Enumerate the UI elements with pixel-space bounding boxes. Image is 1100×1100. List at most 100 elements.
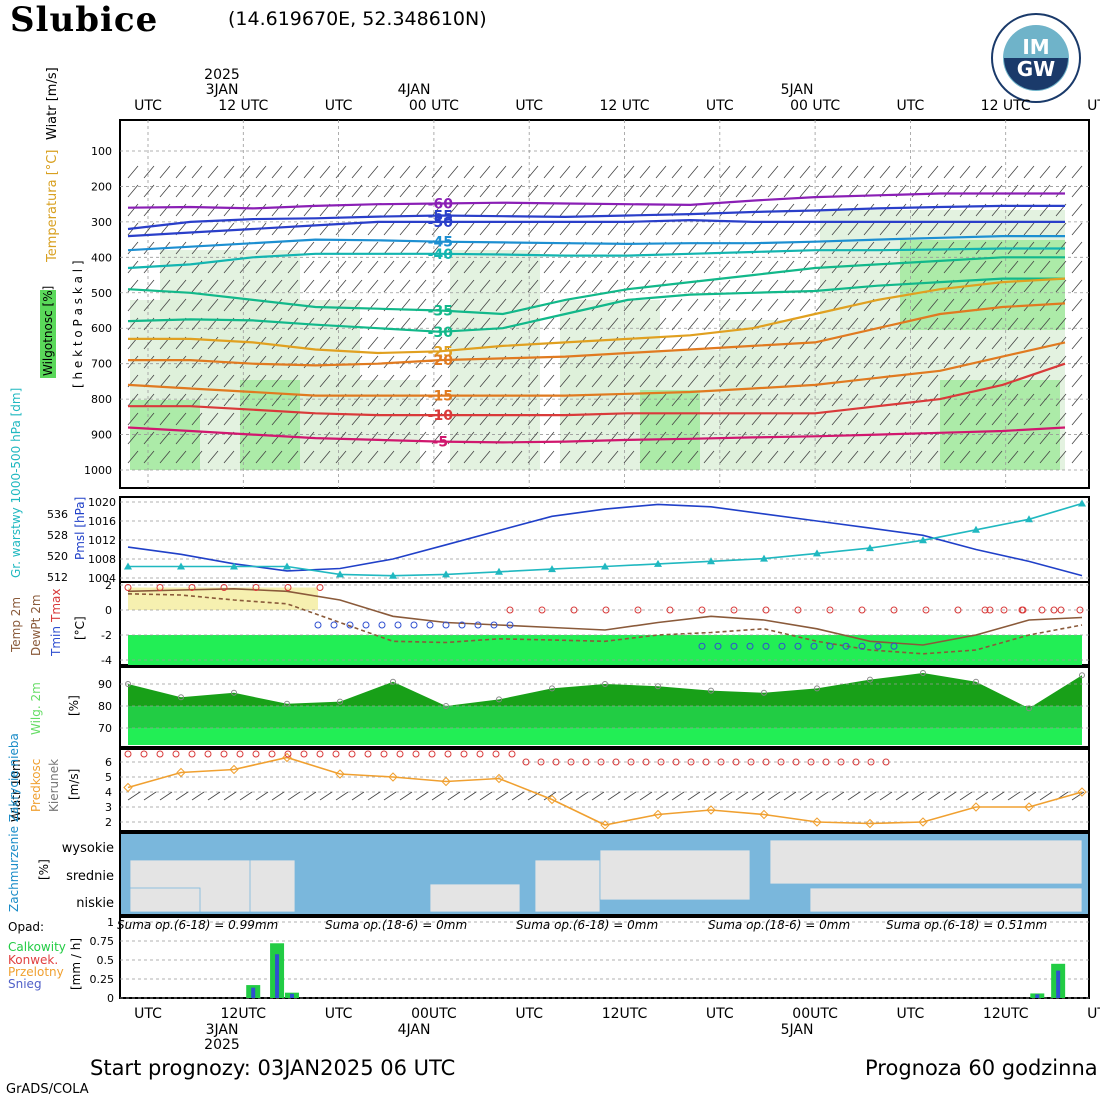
wind-barb <box>447 336 459 350</box>
tmin-marker <box>506 621 514 629</box>
wind-barb <box>143 355 155 369</box>
isotherm-line <box>128 277 1066 355</box>
wind-barb <box>879 791 893 801</box>
wind-barb <box>831 374 843 388</box>
wind-barb <box>847 260 859 274</box>
isotherm-label: -45 <box>428 235 453 251</box>
wind-barb <box>735 412 747 426</box>
wind-barb <box>735 279 747 293</box>
pressure-tick-label: 800 <box>91 393 112 406</box>
tmin-marker <box>698 642 706 650</box>
wind-barb <box>751 336 763 350</box>
wind-barb <box>639 393 651 407</box>
wind-barb <box>671 393 683 407</box>
wind-barb <box>799 317 811 331</box>
wind-barb <box>1071 298 1083 312</box>
tmin-marker <box>778 642 786 650</box>
wind-barb <box>143 298 155 312</box>
cloud-block <box>129 887 201 913</box>
thickness-marker <box>601 562 609 570</box>
wind-barb <box>767 374 779 388</box>
wind-barb <box>751 791 765 801</box>
wind-barb <box>191 450 203 464</box>
wind-barb <box>943 184 955 198</box>
isotherm-line <box>127 218 1065 238</box>
wind-barb <box>911 412 923 426</box>
wind-barb <box>751 450 763 464</box>
wind-barb <box>671 355 683 369</box>
wind-barb <box>543 317 555 331</box>
wind-barb <box>943 260 955 274</box>
wind-barb <box>799 450 811 464</box>
tmax-marker <box>954 606 962 614</box>
wind-barb <box>1055 184 1067 198</box>
wind-barb <box>687 393 699 407</box>
wind-barb <box>607 260 619 274</box>
wind-barb <box>879 393 891 407</box>
thickness-marker <box>813 549 821 557</box>
wind-barb <box>399 241 411 255</box>
cloud-block <box>534 859 601 913</box>
wind-barb <box>559 222 571 236</box>
tmax-marker <box>826 606 834 614</box>
wind-barb <box>975 393 987 407</box>
gust-marker <box>140 750 148 758</box>
wind-barb <box>927 298 939 312</box>
gust-marker <box>717 758 725 766</box>
wind-barb <box>767 412 779 426</box>
logo-text-bottom: GW <box>1017 57 1055 81</box>
isotherm-line <box>128 302 1066 367</box>
wind-speed-marker <box>441 776 451 787</box>
wind-barb <box>879 412 891 426</box>
wind-barb <box>431 298 443 312</box>
tmin-marker <box>810 642 818 650</box>
wind-barb <box>831 336 843 350</box>
wind-barb <box>383 279 395 293</box>
wind-barb <box>639 791 653 801</box>
wind-barb <box>943 298 955 312</box>
wind-barb <box>239 165 251 179</box>
wind-barb <box>495 260 507 274</box>
wind-barb <box>431 184 443 198</box>
wind-barb <box>639 165 651 179</box>
gust-marker <box>316 750 324 758</box>
wind-barb <box>687 791 701 801</box>
wind-barb <box>335 165 347 179</box>
isotherm-line <box>127 204 1065 231</box>
gust-marker <box>156 750 164 758</box>
wind-barb <box>399 203 411 217</box>
wind-barb <box>495 184 507 198</box>
bottom-time-label: UTC <box>325 1006 353 1022</box>
isotherm-line <box>127 277 1065 333</box>
humidity-axis-label: Wilgotnosc [%] <box>41 286 55 376</box>
tmax-marker <box>922 606 930 614</box>
wind-barb <box>463 336 475 350</box>
wind-barb <box>751 222 763 236</box>
temp-tick-label: -2 <box>101 629 112 642</box>
wind-barb <box>703 374 715 388</box>
wind-barb <box>415 203 427 217</box>
wind-barb <box>319 317 331 331</box>
humidity-marker <box>443 703 449 709</box>
tmin-marker <box>858 642 866 650</box>
wind-barb <box>815 298 827 312</box>
wind-barb <box>431 279 443 293</box>
wind-barb <box>927 241 939 255</box>
wind-barb <box>607 298 619 312</box>
wind-barb <box>447 165 459 179</box>
wind-barb <box>703 791 717 801</box>
wind-barb <box>335 298 347 312</box>
wind-barb <box>1055 393 1067 407</box>
precip-snow-bar <box>1035 994 1040 998</box>
wind-barb <box>447 260 459 274</box>
wind-barb <box>623 355 635 369</box>
wind-barb <box>847 412 859 426</box>
wind-barb <box>1007 450 1019 464</box>
wind-barb <box>671 184 683 198</box>
wind-barb <box>911 317 923 331</box>
wind-barb <box>367 241 379 255</box>
wind-barb <box>511 184 523 198</box>
wind-barb <box>351 184 363 198</box>
wind-barb <box>255 374 267 388</box>
tmax-marker <box>188 584 196 591</box>
